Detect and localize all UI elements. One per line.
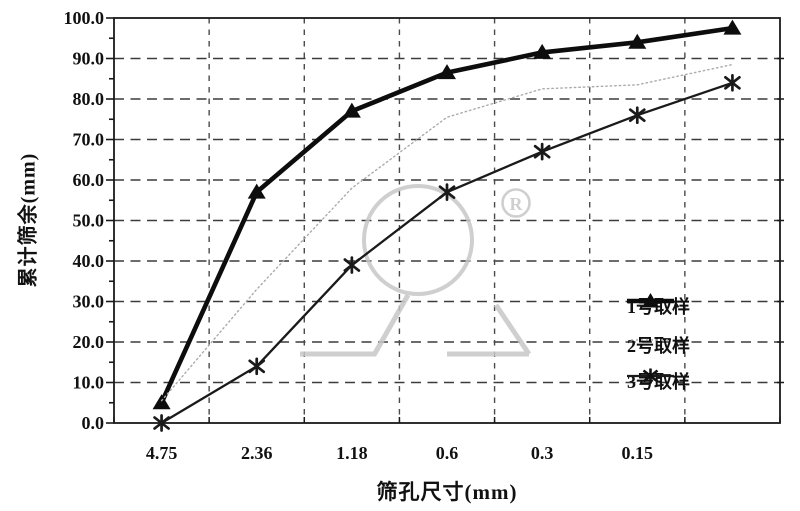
triangle-marker [533, 43, 552, 59]
legend-label-sample2: 2号取样 [627, 336, 690, 356]
y-tick-label: 30.0 [73, 292, 105, 312]
registered-mark-circle [501, 188, 531, 218]
registered-mark-letter: R [510, 194, 524, 214]
x-tick-label: 2.36 [241, 443, 273, 463]
x-axis-title: 筛孔尺寸(mm) [376, 480, 518, 504]
watermark-left-slant [371, 293, 411, 357]
asterisk-marker [343, 256, 361, 274]
triangle-marker [152, 394, 171, 410]
y-tick-label: 10.0 [73, 373, 105, 393]
triangle-marker [723, 19, 742, 35]
y-tick-label: 60.0 [73, 170, 105, 190]
x-tick-label: 1.18 [336, 443, 368, 463]
asterisk-marker [248, 357, 266, 376]
y-tick-label: 40.0 [73, 251, 105, 271]
triangle-marker [342, 102, 361, 118]
x-tick-label: 0.3 [531, 443, 554, 463]
y-tick-label: 80.0 [73, 89, 105, 109]
legend-line-asterisk-icon [627, 368, 674, 384]
legend-dotted-line-icon [631, 339, 670, 341]
x-tick-label: 4.75 [146, 443, 178, 463]
y-axis-title: 累计筛余(mm) [17, 152, 40, 288]
watermark-circle [362, 184, 474, 296]
y-tick-label: 50.0 [73, 211, 105, 231]
legend-item-sample3: 3号取样 [627, 367, 690, 395]
watermark-right-slant [493, 303, 532, 356]
y-tick-label: 100.0 [64, 8, 105, 28]
asterisk-marker [438, 183, 456, 201]
y-tick-label: 20.0 [73, 332, 105, 352]
x-tick-label: 0.15 [622, 443, 654, 463]
asterisk-marker [533, 142, 551, 161]
y-tick-label: 90.0 [73, 49, 105, 69]
y-tick-label: 70.0 [73, 130, 105, 150]
asterisk-marker [628, 106, 646, 125]
watermark-logo: R [300, 184, 532, 357]
legend-item-sample1: 1号取样 [627, 292, 690, 320]
series-line-2 [160, 63, 734, 402]
triangle-marker [247, 183, 266, 199]
legend-line-triangle-icon [627, 293, 674, 308]
x-tick-label: 0.6 [436, 443, 459, 463]
triangle-marker [438, 64, 456, 80]
y-tick-label: 0.0 [82, 413, 105, 433]
triangle-marker [628, 33, 647, 49]
legend-item-sample2: 2号取样 [627, 331, 690, 359]
asterisk-marker [724, 73, 741, 92]
asterisk-marker [153, 414, 170, 432]
